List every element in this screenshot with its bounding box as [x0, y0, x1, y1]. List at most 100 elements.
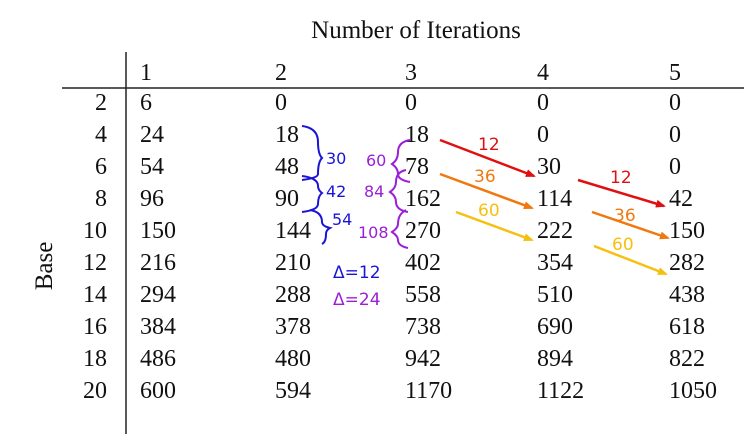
table-body: 2 6 0 0 0 04 24 18 18 0 06 54 48 78 30 08 96 90 162 114 4210…: [83, 90, 717, 404]
table-cell: 894: [537, 346, 573, 372]
arrow-icon: [439, 172, 534, 210]
table-row: 10 150 144 270 222 150: [83, 218, 705, 244]
difference-label: 60: [366, 151, 386, 170]
table-cell: 222: [537, 218, 573, 244]
table-cell: 294: [140, 282, 176, 308]
table-cell: 0: [669, 154, 681, 180]
table-cell: 600: [140, 378, 176, 404]
table-cell: 42: [669, 186, 693, 212]
table-cell: 690: [537, 314, 573, 340]
row-base-label: 6: [95, 154, 107, 180]
table-cell: 144: [275, 218, 311, 244]
row-base-label: 14: [83, 282, 107, 308]
table-cell: 480: [275, 346, 311, 372]
table-cell: 0: [405, 90, 417, 116]
diagonal-arrows: [439, 138, 670, 276]
column-header: 4: [537, 60, 549, 86]
table-cell: 384: [140, 314, 176, 340]
table-row: 8 96 90 162 114 42: [95, 186, 693, 212]
table-cell: 150: [140, 218, 176, 244]
brace-icon: [301, 175, 324, 213]
table-row: 20 600 594 1170 1122 1050: [83, 378, 717, 404]
delta-label-purple: Δ=24: [333, 290, 381, 310]
delta-label-blue: Δ=12: [333, 263, 381, 283]
arrow-icon: [593, 244, 668, 276]
table-cell: 18: [405, 122, 429, 148]
table-cell: 0: [537, 122, 549, 148]
table-cell: 822: [669, 346, 705, 372]
brace-icon: [309, 209, 333, 245]
table-cell: 618: [669, 314, 705, 340]
difference-label: 42: [326, 182, 346, 201]
table-row: 12 216 210 402 354 282: [83, 250, 705, 276]
table-cell: 288: [275, 282, 311, 308]
table-cell: 378: [275, 314, 311, 340]
arrow-label: 36: [474, 167, 496, 187]
table-cell: 210: [275, 250, 311, 276]
arrow-icon: [439, 138, 536, 178]
table-cell: 30: [537, 154, 561, 180]
row-base-label: 8: [95, 186, 107, 212]
table-row: 6 54 48 78 30 0: [95, 154, 681, 180]
difference-label: 84: [364, 182, 384, 201]
row-base-label: 4: [95, 122, 107, 148]
table-cell: 18: [275, 122, 299, 148]
row-base-label: 20: [83, 378, 107, 404]
table-cell: 216: [140, 250, 176, 276]
arrow-label: 36: [614, 206, 636, 226]
table-cell: 90: [275, 186, 299, 212]
table-cell: 270: [405, 218, 441, 244]
table-row: 16 384 378 738 690 618: [83, 314, 705, 340]
table-cell: 0: [669, 122, 681, 148]
table-cell: 0: [537, 90, 549, 116]
col3-difference-braces: [388, 139, 411, 249]
col3-difference-labels: 60 84 108: [358, 151, 389, 242]
arrow-label: 60: [478, 201, 500, 221]
table-cell: 1122: [537, 378, 584, 404]
difference-label: 108: [358, 223, 389, 242]
table-cell: 1170: [405, 378, 452, 404]
table-cell: 114: [537, 186, 572, 212]
arrow-label: 12: [478, 135, 500, 155]
table-row: 4 24 18 18 0 0: [95, 122, 681, 148]
table-cell: 942: [405, 346, 441, 372]
table-cell: 150: [669, 218, 705, 244]
row-base-label: 2: [95, 90, 107, 116]
table-cell: 96: [140, 186, 164, 212]
table-cell: 6: [140, 90, 152, 116]
arrow-icon: [455, 210, 534, 242]
table-cell: 558: [405, 282, 441, 308]
column-header: 5: [669, 60, 681, 86]
row-base-label: 10: [83, 218, 107, 244]
table-row: 2 6 0 0 0 0: [95, 90, 681, 116]
table-cell: 402: [405, 250, 441, 276]
col2-difference-labels: 30 42 54: [326, 149, 352, 229]
row-axis-label: Base: [31, 242, 58, 291]
table-cell: 738: [405, 314, 441, 340]
column-header: 1: [140, 60, 152, 86]
arrow-icon: [577, 178, 666, 208]
table-cell: 282: [669, 250, 705, 276]
table-cell: 0: [669, 90, 681, 116]
difference-label: 54: [332, 210, 352, 229]
table-cell: 24: [140, 122, 164, 148]
table-cell: 354: [537, 250, 573, 276]
brace-icon: [390, 139, 411, 183]
arrow-labels: 12 36 60 12 36 60: [474, 135, 636, 255]
table-row: 18 486 480 942 894 822: [83, 346, 705, 372]
col2-difference-braces: [301, 125, 333, 245]
brace-icon: [390, 209, 409, 249]
table-cell: 48: [275, 154, 299, 180]
difference-label: 30: [326, 149, 346, 168]
table-cell: 486: [140, 346, 176, 372]
table-title: Number of Iterations: [311, 17, 521, 44]
arrow-icon: [591, 210, 670, 240]
row-base-label: 16: [83, 314, 107, 340]
row-base-label: 18: [83, 346, 107, 372]
column-header: 3: [405, 60, 417, 86]
table-row: 14 294 288 558 510 438: [83, 282, 705, 308]
table-cell: 0: [275, 90, 287, 116]
brace-icon: [388, 169, 409, 213]
arrow-label: 12: [610, 168, 632, 188]
table-cell: 594: [275, 378, 311, 404]
